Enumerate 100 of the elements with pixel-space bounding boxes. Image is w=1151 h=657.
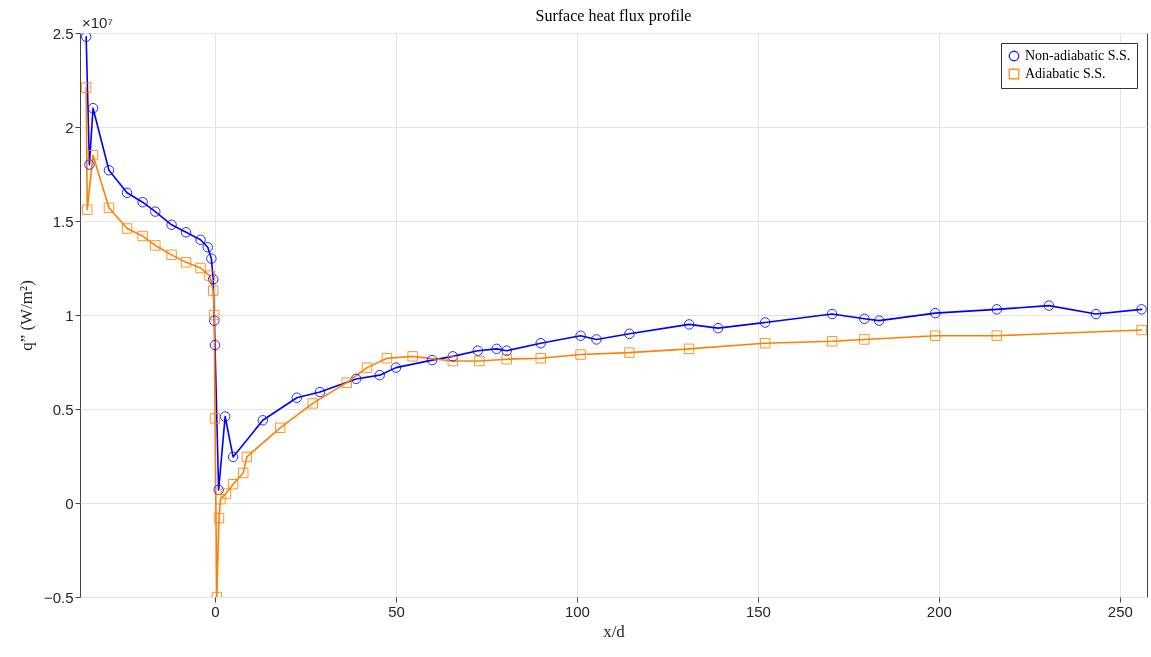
point	[166, 249, 177, 261]
point	[759, 337, 771, 349]
point	[1136, 324, 1147, 336]
point	[227, 451, 239, 463]
point	[274, 422, 286, 434]
point	[491, 343, 502, 355]
point	[207, 285, 219, 296]
point	[166, 219, 177, 230]
point	[121, 223, 133, 234]
point	[84, 159, 95, 170]
point	[180, 227, 192, 238]
point	[991, 330, 1003, 341]
chart-title: Surface heat flux profile	[535, 7, 692, 25]
point	[591, 334, 602, 345]
point	[82, 204, 93, 215]
point	[575, 349, 586, 360]
point	[759, 317, 771, 328]
point	[291, 392, 303, 403]
x-tick-label: 50	[388, 602, 405, 620]
point	[150, 206, 161, 217]
point	[873, 315, 885, 326]
point	[204, 270, 215, 281]
point	[350, 373, 362, 385]
y-tick-label: 2.5	[52, 24, 74, 42]
point	[683, 343, 695, 355]
point	[447, 355, 459, 367]
point	[407, 351, 418, 362]
point	[213, 512, 225, 524]
point	[103, 202, 115, 214]
point	[1043, 300, 1055, 311]
point	[202, 242, 214, 253]
point	[501, 353, 512, 365]
text: ×10⁷	[82, 14, 113, 31]
point	[209, 339, 221, 351]
point	[535, 353, 546, 364]
x-tick-label: 250	[1107, 602, 1133, 620]
point	[213, 484, 224, 496]
y-tick-label: 1.5	[52, 212, 74, 230]
point	[712, 322, 724, 334]
point	[195, 262, 206, 274]
point	[447, 351, 459, 362]
point	[930, 307, 941, 319]
point	[206, 253, 217, 264]
point	[137, 230, 148, 242]
point	[473, 355, 485, 367]
y-tick-label: 0.5	[52, 400, 74, 418]
point	[341, 377, 352, 388]
point	[826, 336, 838, 347]
point	[991, 304, 1003, 315]
point	[80, 82, 92, 93]
x-axis-title: x/d	[603, 621, 626, 641]
point	[361, 362, 373, 373]
point	[1090, 308, 1102, 320]
point	[624, 347, 635, 358]
y-tick-label: 2	[65, 118, 74, 136]
x-tick-label: 100	[564, 602, 590, 620]
point	[314, 386, 326, 398]
point	[121, 187, 133, 199]
point	[150, 240, 161, 251]
x-tick-label: 200	[926, 602, 952, 620]
point	[209, 315, 220, 326]
point	[87, 149, 99, 161]
point	[930, 330, 941, 341]
point	[390, 362, 402, 373]
point	[209, 309, 220, 321]
y-tick-label: 1	[65, 306, 74, 324]
y-tick-label: −0.5	[43, 588, 74, 606]
point	[220, 488, 232, 499]
point	[307, 398, 318, 409]
point	[237, 467, 249, 479]
point	[209, 413, 221, 424]
point	[241, 451, 253, 463]
point	[374, 369, 385, 381]
point	[80, 33, 92, 42]
legend-label: Non-adiabatic S.S.	[1025, 48, 1131, 63]
y-tick-label: 0	[65, 494, 74, 512]
x-tick-label: 150	[745, 602, 771, 620]
point	[859, 313, 870, 324]
point	[257, 415, 269, 426]
legend-label: Adiabatic S.S.	[1025, 66, 1106, 81]
point	[426, 354, 438, 366]
point	[215, 494, 226, 505]
point	[826, 308, 838, 320]
point	[195, 234, 206, 246]
point	[501, 345, 512, 356]
point	[227, 478, 239, 490]
point	[219, 411, 231, 422]
point	[472, 345, 484, 356]
x-tick-label: 0	[211, 602, 220, 620]
point	[381, 353, 393, 364]
point	[575, 330, 586, 341]
point	[137, 196, 148, 208]
y-axis-title: q” (W/m²)	[16, 280, 36, 351]
point	[683, 319, 695, 330]
point	[207, 274, 219, 285]
point	[624, 328, 635, 340]
point	[1136, 304, 1147, 315]
point	[87, 102, 99, 114]
point	[859, 334, 870, 345]
point	[180, 257, 192, 268]
